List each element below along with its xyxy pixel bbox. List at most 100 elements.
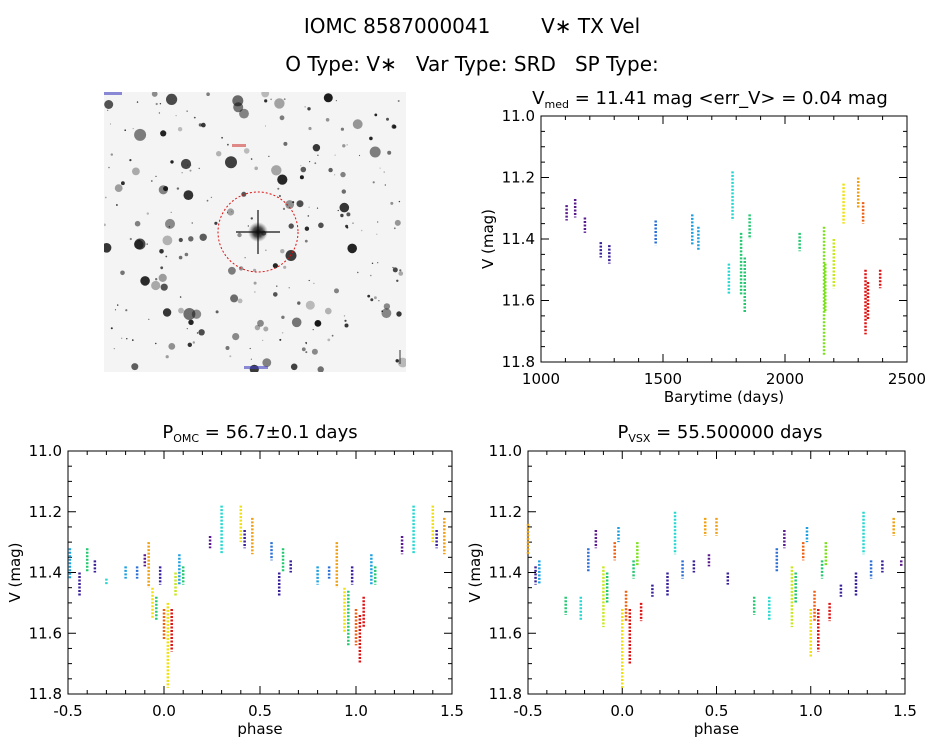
sky-star [129, 159, 132, 162]
phase_vsx-ytick-label: 11.2 [489, 503, 522, 521]
phase_omc-frame [67, 450, 453, 695]
sky-star [304, 239, 308, 243]
sky-star [371, 262, 374, 264]
sky-star [343, 315, 346, 317]
sky-star [159, 103, 162, 105]
phase_vsx-frame [527, 450, 906, 695]
sky-star [383, 303, 391, 310]
sky-star [165, 218, 175, 229]
sky-star [378, 300, 380, 302]
sky-star [339, 202, 350, 213]
sky-star [312, 329, 314, 331]
sky-star [170, 160, 174, 164]
sky-star [340, 213, 344, 218]
sky-star [352, 222, 354, 224]
sky-star [232, 95, 244, 107]
sky-star [134, 220, 141, 227]
sky-star [346, 144, 348, 146]
sky-star [214, 221, 218, 225]
sky-star [227, 143, 229, 146]
sky-star [181, 172, 183, 174]
sky-star [129, 237, 132, 241]
sky-star [132, 167, 140, 176]
sky-star [393, 227, 396, 230]
sky-star [228, 266, 236, 275]
sky-star [300, 165, 302, 167]
sky-star [177, 127, 183, 132]
sky-star [297, 301, 301, 305]
phase-omc-panel: POMC = 56.7±0.1 days -0.5 0.0 0.5 1.0 1.5 11.… [6, 422, 464, 738]
sky-star [277, 187, 280, 190]
sky-star [163, 186, 169, 192]
phase_omc-xtick-label: 1.5 [440, 702, 464, 720]
sky-star [196, 332, 199, 334]
sky-star [250, 358, 252, 360]
sky-star [150, 180, 153, 182]
sky-star [377, 221, 379, 223]
sky-star [166, 93, 178, 105]
sky-star [308, 279, 310, 282]
phase_vsx-xtick-label: 1.0 [799, 702, 823, 720]
sky-star [323, 93, 333, 103]
sky-star [313, 282, 315, 285]
sky-star [374, 296, 377, 300]
sky-star [231, 211, 233, 213]
sky-star [316, 207, 319, 209]
sky-star [176, 187, 180, 190]
sky-star [272, 263, 278, 269]
sky-star [232, 333, 240, 341]
sky-star [108, 166, 110, 169]
sky-star [114, 184, 123, 192]
sky-star [335, 100, 337, 102]
sky-star [369, 146, 381, 158]
sky-star [151, 92, 158, 97]
sky-star [283, 98, 286, 101]
sky-star [104, 223, 106, 227]
sky-star [254, 324, 261, 331]
sky-star [296, 200, 304, 208]
sky-star [162, 308, 172, 317]
sky-star [344, 323, 349, 328]
sky-star [206, 199, 209, 202]
sky-star [244, 257, 246, 259]
phase_vsx-ytick-label: 11.8 [489, 685, 522, 703]
sky-star [134, 128, 147, 141]
lightcurve-ytick-label: 11.0 [502, 107, 535, 125]
phase_omc-ytick-label: 11.2 [29, 503, 62, 521]
label-mark-red [232, 144, 246, 147]
sky-star [398, 200, 401, 203]
sky-star [391, 124, 396, 129]
sky-star [230, 294, 239, 303]
sky-star [104, 196, 107, 199]
lightcurve-title: Vmed = 11.41 mag <err_V> = 0.04 mag [532, 88, 888, 111]
sky-star [312, 144, 321, 152]
sky-star [396, 311, 402, 317]
sky-star [191, 309, 202, 319]
sky-star [346, 226, 349, 229]
sky-star [304, 226, 310, 231]
sky-star [199, 233, 207, 241]
sky-star [155, 175, 157, 177]
target-circle [217, 191, 299, 273]
sky-star [175, 115, 177, 117]
sky-star [132, 128, 134, 130]
sky-star [257, 319, 264, 327]
sky-star [192, 341, 195, 344]
sky-star [210, 196, 213, 199]
sky-star [254, 291, 256, 293]
sky-star [183, 190, 194, 200]
sky-star [283, 265, 287, 269]
phase_vsx-xlabel: phase [694, 720, 739, 738]
sky-star [370, 298, 374, 302]
sky-star [253, 281, 257, 285]
phase_omc-ytick-label: 11.6 [29, 624, 62, 642]
sky-finder-image [104, 92, 406, 372]
sky-star [262, 339, 264, 341]
sky-star [189, 169, 192, 172]
sky-star [264, 99, 268, 103]
sky-star [146, 243, 148, 245]
phase_omc-xtick-label: 0.5 [248, 702, 272, 720]
sky-star [277, 174, 288, 185]
sky-star [263, 326, 269, 332]
sky-star [158, 273, 167, 282]
